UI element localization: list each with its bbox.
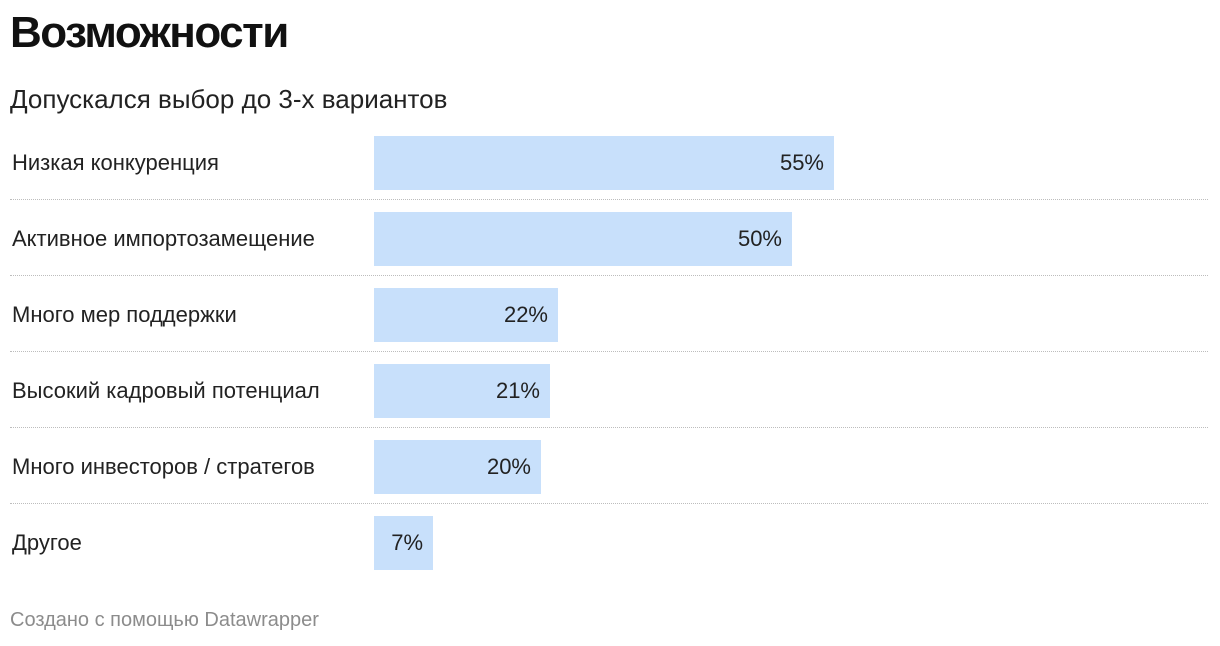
row-divider xyxy=(10,199,1208,200)
bar: 7% xyxy=(374,516,433,570)
bar: 21% xyxy=(374,364,550,418)
bar-value-label: 7% xyxy=(391,530,423,555)
row-divider xyxy=(10,427,1208,428)
bar-value-label: 55% xyxy=(779,150,824,175)
footer-credit: Создано с помощью Datawrapper xyxy=(10,609,319,631)
chart-row: Много инвесторов / стратегов 20% xyxy=(0,428,1220,504)
page-subtitle: Допускался выбор до 3-х вариантов xyxy=(10,84,448,114)
bar-category-label: Высокий кадровый потенциал xyxy=(12,378,320,403)
bar-category-label: Активное импортозамещение xyxy=(12,226,315,251)
bar: 50% xyxy=(374,212,792,266)
row-divider xyxy=(10,503,1208,504)
chart-row: Активное импортозамещение 50% xyxy=(0,200,1220,276)
bar-category-label: Много инвесторов / стратегов xyxy=(12,454,315,479)
chart-row: Много мер поддержки 22% xyxy=(0,276,1220,352)
bar-value-label: 22% xyxy=(503,302,548,327)
bar-category-label: Много мер поддержки xyxy=(12,302,237,327)
row-divider xyxy=(10,351,1208,352)
bar-category-label: Низкая конкуренция xyxy=(12,150,219,175)
chart-row: Высокий кадровый потенциал 21% xyxy=(0,352,1220,428)
bar: 20% xyxy=(374,440,541,494)
bar-value-label: 20% xyxy=(486,454,531,479)
page-title: Возможности xyxy=(10,8,289,57)
bar: 55% xyxy=(374,136,834,190)
bar-category-label: Другое xyxy=(12,530,82,555)
row-divider xyxy=(10,275,1208,276)
chart-row: Низкая конкуренция 55% xyxy=(0,124,1220,200)
bar-value-label: 50% xyxy=(737,226,782,251)
bar: 22% xyxy=(374,288,558,342)
bar-value-label: 21% xyxy=(495,378,540,403)
chart-row: Другое 7% xyxy=(0,504,1220,580)
